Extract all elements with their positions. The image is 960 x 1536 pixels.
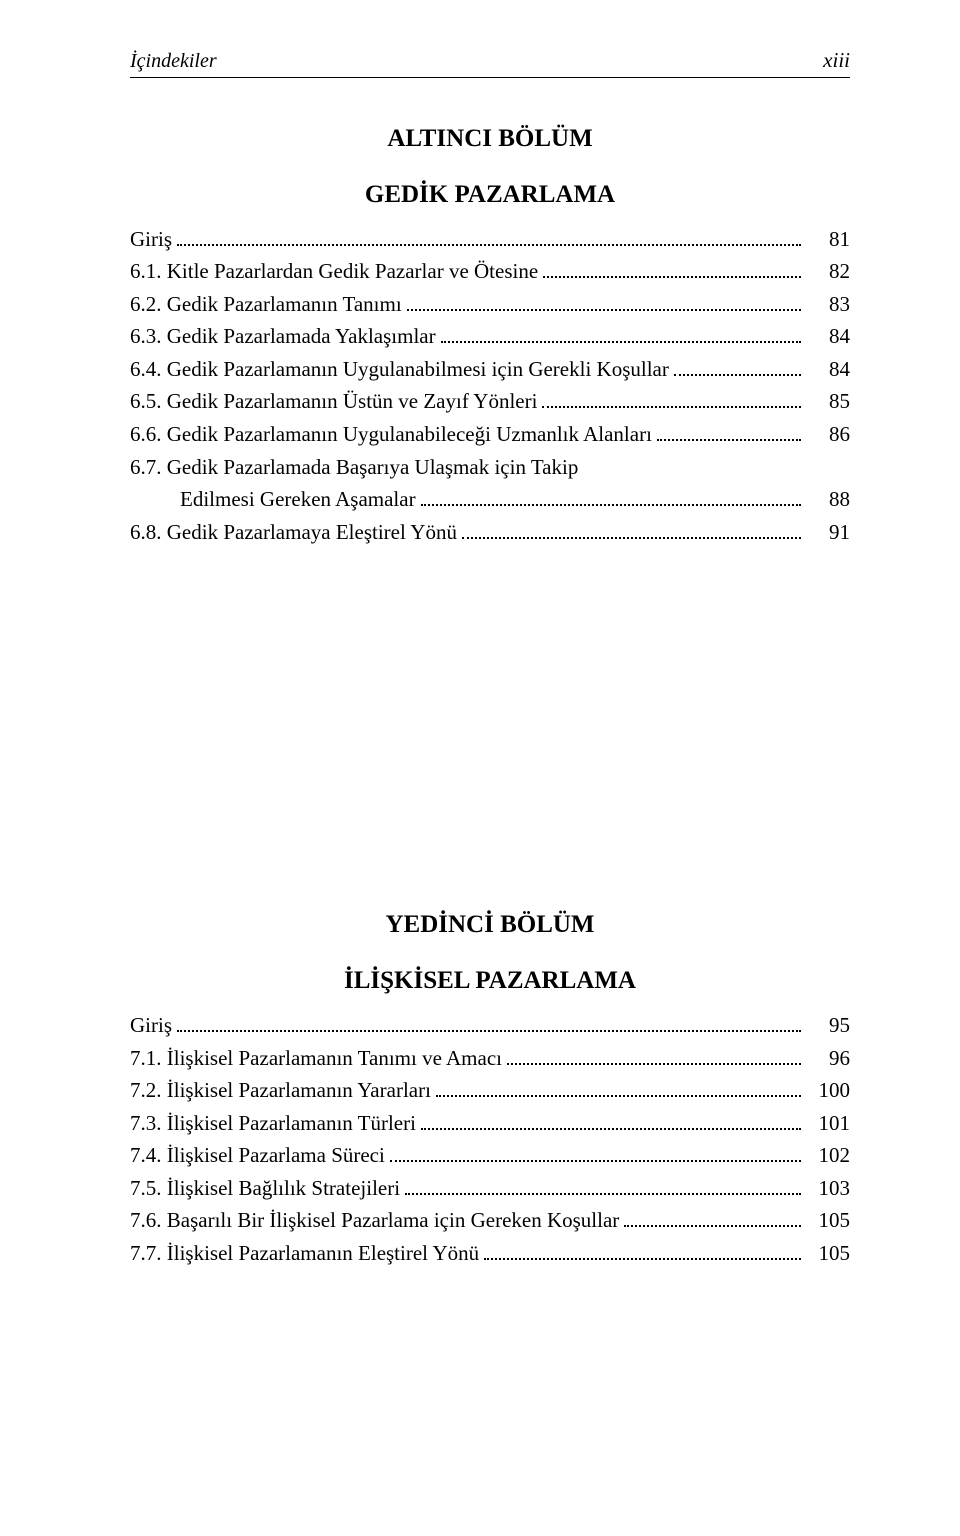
toc-entry: 6.6. Gedik Pazarlamanın Uygulanabileceği… [130, 418, 850, 451]
toc-label: 7.3. İlişkisel Pazarlamanın Türleri [130, 1107, 416, 1140]
toc-leader [405, 1174, 801, 1195]
toc-leader [436, 1076, 801, 1097]
section-2-title: YEDİNCİ BÖLÜM [130, 908, 850, 942]
toc-entry: 6.3. Gedik Pazarlamada Yaklaşımlar 84 [130, 320, 850, 353]
toc-page: 84 [806, 320, 850, 353]
section-1-title: ALTINCI BÖLÜM [130, 122, 850, 156]
section-2: YEDİNCİ BÖLÜM İLİŞKİSEL PAZARLAMA Giriş … [130, 908, 850, 1269]
toc-page: 100 [806, 1074, 850, 1107]
toc-leader [407, 290, 801, 311]
toc-label: 6.8. Gedik Pazarlamaya Eleştirel Yönü [130, 516, 457, 549]
header-left: İçindekiler [130, 50, 217, 73]
toc-label: 7.1. İlişkisel Pazarlamanın Tanımı ve Am… [130, 1042, 502, 1075]
toc-label: 7.6. Başarılı Bir İlişkisel Pazarlama iç… [130, 1204, 619, 1237]
section-1-subtitle: GEDİK PAZARLAMA [130, 181, 850, 209]
toc-entry: 7.2. İlişkisel Pazarlamanın Yararları 10… [130, 1074, 850, 1107]
toc-label: Giriş [130, 1009, 172, 1042]
toc-label: Giriş [130, 223, 172, 256]
toc-label: 6.3. Gedik Pazarlamada Yaklaşımlar [130, 320, 436, 353]
toc-page: 96 [806, 1042, 850, 1075]
toc-label: 6.6. Gedik Pazarlamanın Uygulanabileceği… [130, 418, 652, 451]
toc-leader [177, 1011, 801, 1032]
toc-label: 6.1. Kitle Pazarlardan Gedik Pazarlar ve… [130, 255, 538, 288]
toc-page: 102 [806, 1139, 850, 1172]
toc-leader [674, 355, 801, 376]
toc-page: 83 [806, 288, 850, 321]
header-page-number: xiii [823, 48, 850, 73]
toc-entry: 7.5. İlişkisel Bağlılık Stratejileri 103 [130, 1172, 850, 1205]
toc-leader [441, 323, 801, 344]
toc-page: 84 [806, 353, 850, 386]
toc-page: 82 [806, 255, 850, 288]
toc-label: 7.4. İlişkisel Pazarlama Süreci [130, 1139, 385, 1172]
toc-page: 103 [806, 1172, 850, 1205]
toc-label-line1: 6.7. Gedik Pazarlamada Başarıya Ulaşmak … [130, 451, 850, 484]
toc-page: 81 [806, 223, 850, 256]
toc-label: 6.4. Gedik Pazarlamanın Uygulanabilmesi … [130, 353, 669, 386]
toc-entry: 7.1. İlişkisel Pazarlamanın Tanımı ve Am… [130, 1042, 850, 1075]
toc-entry: 7.6. Başarılı Bir İlişkisel Pazarlama iç… [130, 1204, 850, 1237]
toc-label: 6.5. Gedik Pazarlamanın Üstün ve Zayıf Y… [130, 385, 537, 418]
toc-page: 85 [806, 385, 850, 418]
toc-leader [484, 1239, 801, 1260]
toc-entry: 7.3. İlişkisel Pazarlamanın Türleri 101 [130, 1107, 850, 1140]
toc-label: 7.5. İlişkisel Bağlılık Stratejileri [130, 1172, 400, 1205]
toc-page: 88 [806, 483, 850, 516]
toc-page: 105 [806, 1237, 850, 1270]
toc-entry: Giriş 81 [130, 223, 850, 256]
toc-label: 7.7. İlişkisel Pazarlamanın Eleştirel Yö… [130, 1237, 479, 1270]
toc-page: 105 [806, 1204, 850, 1237]
toc-entry: 6.5. Gedik Pazarlamanın Üstün ve Zayıf Y… [130, 385, 850, 418]
section-1: ALTINCI BÖLÜM GEDİK PAZARLAMA Giriş 81 6… [130, 122, 850, 548]
toc-leader [657, 420, 801, 441]
toc-entry: 7.4. İlişkisel Pazarlama Süreci 102 [130, 1139, 850, 1172]
toc-page: 95 [806, 1009, 850, 1042]
toc-page: 91 [806, 516, 850, 549]
toc-leader [507, 1044, 801, 1065]
toc-leader [624, 1206, 801, 1227]
section-1-toc: Giriş 81 6.1. Kitle Pazarlardan Gedik Pa… [130, 223, 850, 548]
toc-leader [462, 518, 801, 539]
toc-page: 101 [806, 1107, 850, 1140]
section-2-subtitle: İLİŞKİSEL PAZARLAMA [130, 967, 850, 995]
toc-leader [543, 257, 801, 278]
toc-page: 86 [806, 418, 850, 451]
section-spacer [130, 548, 850, 908]
toc-leader [421, 1109, 801, 1130]
toc-entry: 6.7. Gedik Pazarlamada Başarıya Ulaşmak … [130, 451, 850, 516]
toc-entry: 6.2. Gedik Pazarlamanın Tanımı 83 [130, 288, 850, 321]
toc-leader [177, 225, 801, 246]
toc-entry: 6.4. Gedik Pazarlamanın Uygulanabilmesi … [130, 353, 850, 386]
toc-leader [390, 1141, 801, 1162]
section-2-toc: Giriş 95 7.1. İlişkisel Pazarlamanın Tan… [130, 1009, 850, 1269]
toc-leader [542, 388, 801, 409]
toc-label-line2: Edilmesi Gereken Aşamalar [130, 483, 416, 516]
toc-leader [421, 485, 801, 506]
toc-entry: 6.8. Gedik Pazarlamaya Eleştirel Yönü 91 [130, 516, 850, 549]
toc-label: 6.2. Gedik Pazarlamanın Tanımı [130, 288, 402, 321]
toc-entry: 7.7. İlişkisel Pazarlamanın Eleştirel Yö… [130, 1237, 850, 1270]
page: İçindekiler xiii ALTINCI BÖLÜM GEDİK PAZ… [0, 0, 960, 1329]
toc-entry: Giriş 95 [130, 1009, 850, 1042]
toc-label: 7.2. İlişkisel Pazarlamanın Yararları [130, 1074, 431, 1107]
toc-entry: 6.1. Kitle Pazarlardan Gedik Pazarlar ve… [130, 255, 850, 288]
running-header: İçindekiler xiii [130, 48, 850, 78]
